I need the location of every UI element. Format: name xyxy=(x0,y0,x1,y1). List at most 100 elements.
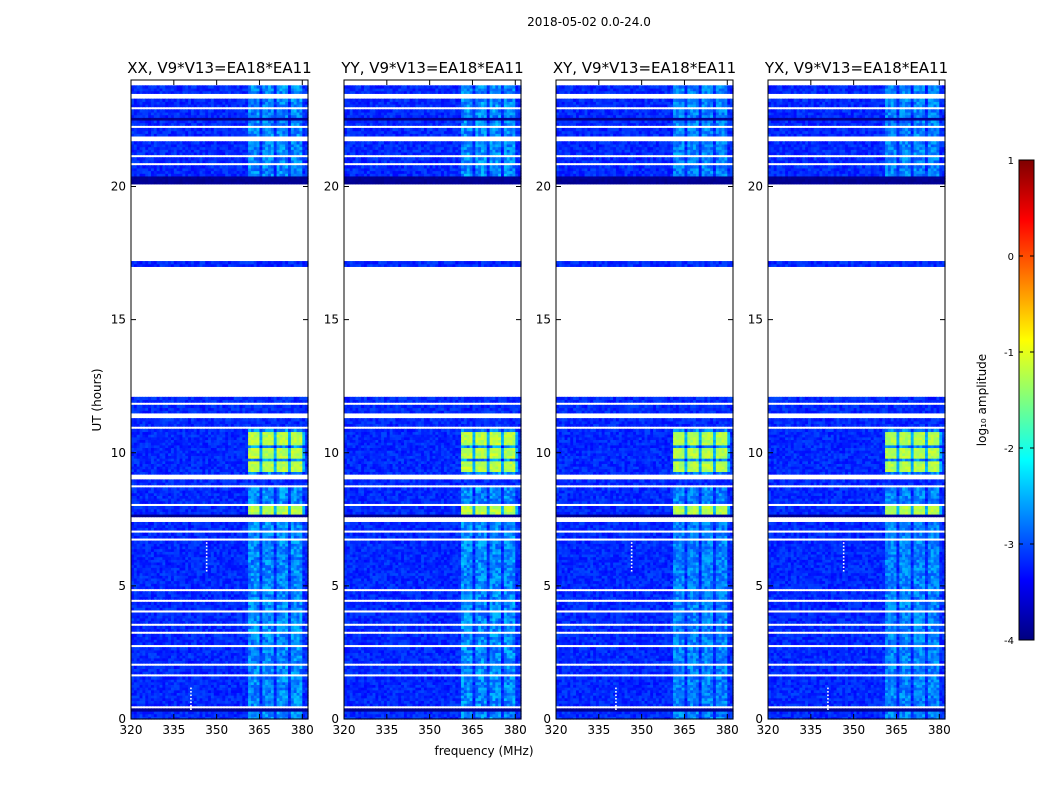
heatmap-cell xyxy=(145,695,149,699)
heatmap-cell xyxy=(285,697,289,701)
heatmap-cell xyxy=(216,703,221,707)
heatmap-cell xyxy=(256,681,261,685)
heatmap-cell xyxy=(250,697,255,701)
heatmap-cell xyxy=(199,657,203,662)
heatmap-cell xyxy=(150,652,155,656)
heatmap-cell xyxy=(156,713,161,717)
heatmap-cell xyxy=(190,652,195,656)
heatmap-cell xyxy=(219,679,223,683)
heatmap-cell xyxy=(239,652,243,656)
heatmap-cell xyxy=(210,655,215,659)
heatmap-cell xyxy=(273,703,278,707)
heatmap-cell xyxy=(305,668,309,672)
heatmap-cell xyxy=(156,665,161,670)
heatmap-cell xyxy=(285,716,289,720)
heatmap-cell xyxy=(168,700,172,704)
heatmap-cell xyxy=(139,660,144,664)
heatmap-cell xyxy=(296,671,301,675)
heatmap-cell xyxy=(213,687,218,691)
heatmap-cell xyxy=(185,668,189,672)
heatmap-cell xyxy=(253,655,258,659)
heatmap-cell xyxy=(225,708,229,712)
heatmap-cell xyxy=(213,671,218,675)
heatmap-cell xyxy=(270,652,275,656)
heatmap-cell xyxy=(205,655,209,659)
heatmap-cell xyxy=(185,687,189,691)
heatmap-cell xyxy=(250,681,255,685)
heatmap-cell xyxy=(236,652,241,656)
heatmap-cell xyxy=(290,711,295,715)
heatmap-cell xyxy=(153,668,158,672)
heatmap-cell xyxy=(185,655,189,659)
heatmap-cell xyxy=(131,708,135,712)
heatmap-cell xyxy=(208,665,212,670)
heatmap-cell xyxy=(185,641,189,646)
heatmap-cell xyxy=(222,692,226,696)
heatmap-cell xyxy=(170,700,175,704)
heatmap-cell xyxy=(159,692,163,696)
heatmap-cell xyxy=(216,657,221,662)
heatmap-cell xyxy=(182,671,186,675)
heatmap-cell xyxy=(296,660,301,664)
heatmap-cell xyxy=(225,641,229,646)
heatmap-cell xyxy=(165,665,169,670)
heatmap-cell xyxy=(296,655,301,659)
heatmap-cell xyxy=(248,700,252,704)
heatmap-cell xyxy=(156,655,161,659)
heatmap-cell xyxy=(142,647,146,651)
heatmap-cell xyxy=(196,679,201,683)
heatmap-cell xyxy=(165,716,169,720)
heatmap-cell xyxy=(242,665,246,670)
heatmap-cell xyxy=(131,684,135,688)
heatmap-cell xyxy=(193,713,198,717)
heatmap-cell xyxy=(193,700,198,704)
heatmap-cell xyxy=(256,689,261,693)
heatmap-cell xyxy=(242,684,246,688)
heatmap-cell xyxy=(242,689,246,693)
heatmap-cell xyxy=(213,681,218,685)
heatmap-cell xyxy=(188,711,192,715)
heatmap-cell xyxy=(305,681,309,685)
heatmap-cell xyxy=(150,671,155,675)
heatmap-cell xyxy=(190,665,195,670)
heatmap-cell xyxy=(245,647,249,651)
heatmap-cell xyxy=(202,697,206,701)
heatmap-cell xyxy=(213,689,218,693)
heatmap-cell xyxy=(156,711,161,715)
heatmap-cell xyxy=(276,657,281,662)
heatmap-cell xyxy=(256,652,261,656)
heatmap-cell xyxy=(225,671,229,675)
heatmap-cell xyxy=(293,647,298,651)
heatmap-cell xyxy=(199,700,203,704)
heatmap-cell xyxy=(270,647,275,651)
heatmap-cell xyxy=(190,708,195,712)
heatmap-cell xyxy=(233,660,238,664)
heatmap-cell xyxy=(165,671,169,675)
heatmap-cell xyxy=(268,649,272,654)
heatmap-cell xyxy=(199,649,203,654)
heatmap-cell xyxy=(210,660,215,664)
heatmap-cell xyxy=(176,716,181,720)
heatmap-cell xyxy=(153,671,158,675)
heatmap-cell xyxy=(285,681,289,685)
heatmap-cell xyxy=(173,703,178,707)
heatmap-cell xyxy=(285,684,289,688)
heatmap-cell xyxy=(250,687,255,691)
heatmap-cell xyxy=(179,671,183,675)
heatmap-cell xyxy=(222,668,226,672)
heatmap-cell xyxy=(168,716,172,720)
heatmap-cell xyxy=(228,649,232,654)
heatmap-cell xyxy=(159,684,163,688)
heatmap-cell xyxy=(245,655,249,659)
heatmap-cell xyxy=(196,687,201,691)
heatmap-cell xyxy=(268,668,272,672)
heatmap-cell xyxy=(279,681,283,685)
heatmap-cell xyxy=(213,708,218,712)
heatmap-cell xyxy=(159,639,163,643)
heatmap-cell xyxy=(165,692,169,696)
heatmap-cell xyxy=(239,689,243,693)
heatmap-cell xyxy=(222,700,226,704)
heatmap-cell xyxy=(282,647,286,651)
heatmap-cell xyxy=(282,660,286,664)
heatmap-cell xyxy=(139,676,144,680)
